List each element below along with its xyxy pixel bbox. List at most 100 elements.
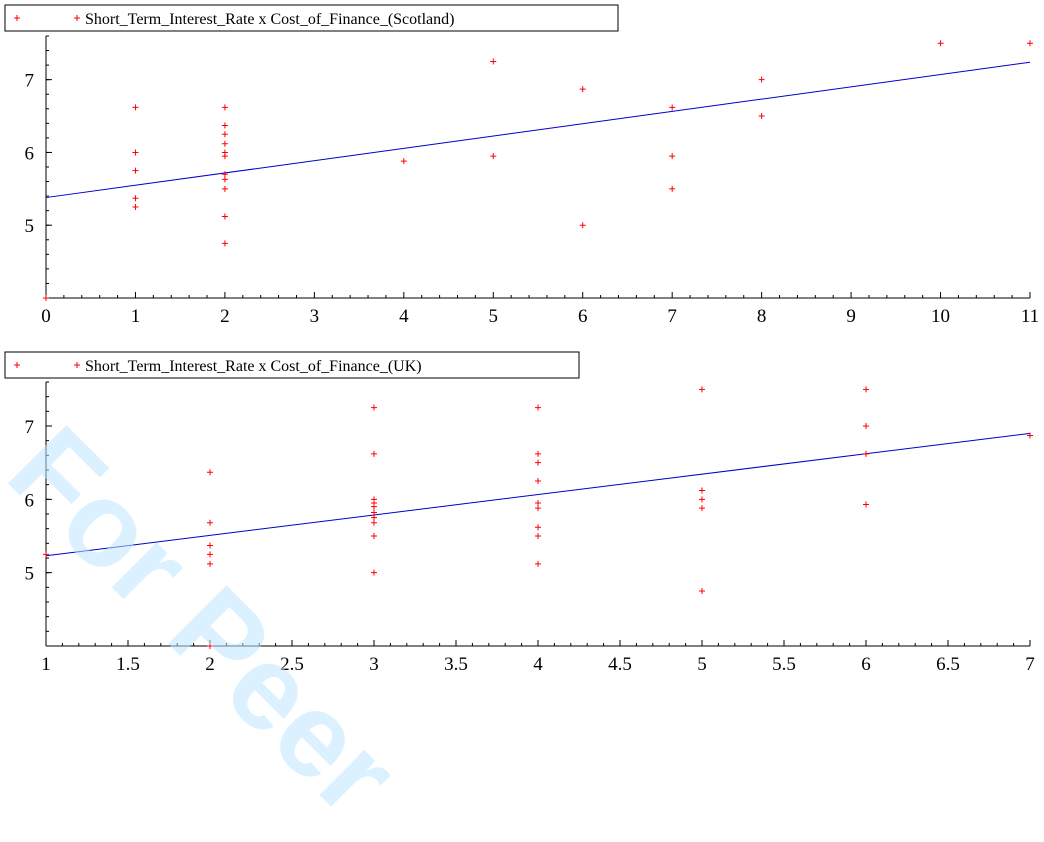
data-point [43,551,49,558]
x-tick-label: 6 [578,306,588,327]
data-point [669,104,676,111]
legend-box [4,351,580,379]
data-point [371,569,377,576]
data-point [699,588,705,594]
legend-marker [74,15,80,21]
data-point [535,524,541,531]
data-point [132,149,139,156]
data-point [758,76,765,83]
data-point [699,487,705,494]
x-tick-label: 3 [369,654,379,675]
legend-2: Short_Term_Interest_Rate x Cost_of_Finan… [4,351,580,379]
data-point [1027,40,1033,47]
data-point [863,501,869,508]
data-point [535,459,541,466]
x-tick-label: 3.5 [444,654,468,675]
x-tick-label: 6.5 [936,654,960,675]
x-tick-label: 8 [757,306,767,327]
data-point [535,500,541,506]
data-point [207,551,213,558]
y-tick-label: 6 [25,143,35,164]
data-point [221,176,228,183]
data-point [669,153,676,160]
data-point [132,167,139,174]
data-point [535,505,541,512]
data-point [221,171,228,178]
data-point [579,86,586,93]
data-point [535,404,541,411]
data-point [207,519,213,526]
x-tick-label: 0 [41,306,51,327]
data-point [221,122,228,129]
x-tick-label: 4 [399,306,409,327]
data-point [863,386,869,393]
x-tick-label: 4.5 [608,654,632,675]
y-tick-label: 5 [25,564,35,585]
x-tick-label: 2 [220,306,230,327]
x-tick-label: 7 [1025,654,1035,675]
data-point [758,113,765,120]
data-point [371,509,377,516]
y-tick-label: 7 [25,417,35,438]
data-point [937,40,944,47]
data-point [490,58,497,65]
x-tick-label: 10 [931,306,950,327]
data-point [207,643,213,649]
x-tick-label: 2 [205,654,215,675]
data-point [132,104,139,111]
x-tick-label: 5 [697,654,707,675]
x-tick-label: 1 [131,306,141,327]
data-point [535,478,541,484]
x-tick-label: 1.5 [116,654,140,675]
data-point [699,386,705,393]
data-point [863,423,869,429]
y-tick-label: 7 [25,71,35,92]
legend-marker [14,362,20,368]
data-point [579,222,586,229]
data-point [371,503,377,510]
data-point [221,140,228,147]
data-point [221,153,228,160]
data-point [371,519,377,526]
data-point [371,450,377,457]
chart-canvas: 0 1 2 3 4 5 6 7 8 9 10 11 5 6 7 Short_Term_Interest_Rat… [4,4,1039,675]
x-tick-label: 11 [1021,306,1039,327]
data-point [221,213,228,220]
chart-2: 1 1.5 2 2.5 3 3.5 4 4.5 5 5.5 6 6.5 7 5 6 7 Short_Term_I… [4,351,1035,675]
data-point [221,185,228,192]
fit-line [45,61,1031,199]
data-point [535,533,541,539]
data-point [669,185,676,192]
x-tick-label: 9 [846,306,856,327]
data-point [535,560,541,567]
figure: 0 1 2 3 4 5 6 7 8 9 10 11 5 6 7 Short_Term_Interest_Rat… [4,4,1039,675]
data-point [371,404,377,411]
data-point [207,469,213,476]
data-point [1027,432,1033,439]
data-point [371,514,377,521]
legend-label: Short_Term_Interest_Rate x Cost_of_Finan… [85,11,454,28]
x-tick-label: 3 [310,306,320,327]
data-point [221,131,228,138]
x-tick-label: 2.5 [280,654,304,675]
data-point [490,153,497,160]
data-point [699,496,705,503]
legend-1: Short_Term_Interest_Rate x Cost_of_Finan… [4,4,619,32]
data-point [207,560,213,567]
data-point [132,195,139,202]
data-point [371,533,377,539]
data-point [699,505,705,512]
data-point [863,450,869,457]
data-point [207,542,213,549]
data-point [535,450,541,457]
data-point [43,295,49,301]
y-tick-label: 5 [25,216,35,237]
x-tick-label: 4 [533,654,543,675]
x-tick-label: 7 [667,306,677,327]
legend-box [4,4,619,32]
x-tick-label: 6 [861,654,871,675]
x-tick-label: 5.5 [772,654,796,675]
legend-marker [74,362,80,368]
x-tick-label: 5 [489,306,499,327]
y-tick-label: 6 [25,490,35,511]
